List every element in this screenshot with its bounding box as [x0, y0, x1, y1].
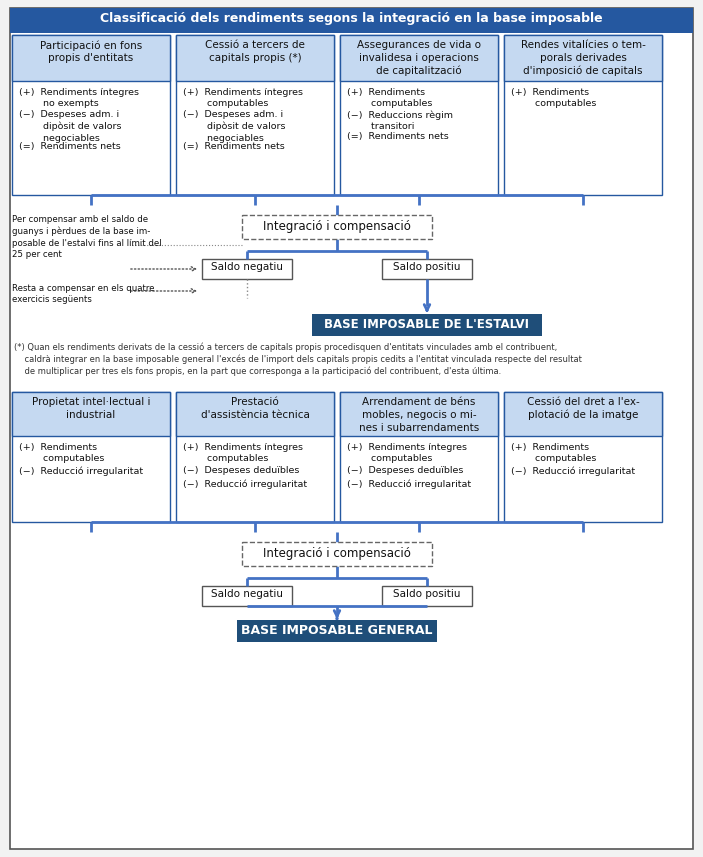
Text: Participació en fons
propis d'entitats: Participació en fons propis d'entitats: [40, 40, 142, 63]
Bar: [176, 35, 334, 81]
Text: (−)  Reduccions règim
        transitori: (−) Reduccions règim transitori: [347, 110, 453, 131]
Bar: [340, 35, 498, 195]
Text: (−)  Despeses deduïbles: (−) Despeses deduïbles: [183, 466, 299, 475]
Text: (+)  Rendiments íntegres
        computables: (+) Rendiments íntegres computables: [183, 443, 303, 464]
Text: (*) Quan els rendiments derivats de la cessió a tercers de capitals propis proce: (*) Quan els rendiments derivats de la c…: [14, 342, 582, 375]
Text: Saldo positiu: Saldo positiu: [393, 262, 460, 272]
Text: Cessió a tercers de
capitals propis (*): Cessió a tercers de capitals propis (*): [205, 40, 305, 63]
Bar: [504, 35, 662, 195]
Text: Integració i compensació: Integració i compensació: [263, 220, 411, 233]
Text: Integració i compensació: Integració i compensació: [263, 547, 411, 560]
Bar: [10, 8, 693, 33]
Text: (+)  Rendiments
        computables: (+) Rendiments computables: [511, 443, 596, 464]
Text: (+)  Rendiments íntegres
        computables: (+) Rendiments íntegres computables: [183, 88, 303, 109]
Text: BASE IMPOSABLE GENERAL: BASE IMPOSABLE GENERAL: [241, 624, 433, 637]
Text: Per compensar amb el saldo de
guanys i pèrdues de la base im-
posable de l'estal: Per compensar amb el saldo de guanys i p…: [12, 215, 162, 259]
Bar: [382, 259, 472, 279]
Bar: [12, 392, 170, 436]
Text: (−)  Reducció irregularitat: (−) Reducció irregularitat: [347, 479, 471, 488]
Bar: [12, 392, 170, 522]
Text: (=)  Rendiments nets: (=) Rendiments nets: [183, 142, 285, 151]
Bar: [340, 35, 498, 81]
Bar: [504, 35, 662, 81]
Text: (−)  Reducció irregularitat: (−) Reducció irregularitat: [183, 479, 307, 488]
Bar: [176, 392, 334, 522]
Bar: [242, 215, 432, 239]
Text: Arrendament de béns
mobles, negocis o mi-
nes i subarrendaments: Arrendament de béns mobles, negocis o mi…: [359, 397, 479, 433]
Text: (+)  Rendiments
        computables: (+) Rendiments computables: [347, 88, 432, 109]
Bar: [504, 392, 662, 522]
Bar: [340, 392, 498, 436]
Text: Cessió del dret a l'ex-
plotació de la imatge: Cessió del dret a l'ex- plotació de la i…: [527, 397, 639, 421]
Text: (+)  Rendiments
        computables: (+) Rendiments computables: [511, 88, 596, 109]
Text: Saldo negatiu: Saldo negatiu: [211, 589, 283, 599]
Text: (=)  Rendiments nets: (=) Rendiments nets: [19, 142, 121, 151]
Text: Resta a compensar en els quatre
exercicis següents: Resta a compensar en els quatre exercici…: [12, 284, 155, 304]
Text: (+)  Rendiments íntegres
        no exempts: (+) Rendiments íntegres no exempts: [19, 88, 139, 109]
Text: Propietat intel·lectual i
industrial: Propietat intel·lectual i industrial: [32, 397, 150, 420]
Text: Saldo negatiu: Saldo negatiu: [211, 262, 283, 272]
Bar: [312, 314, 542, 336]
Text: (−)  Reducció irregularitat: (−) Reducció irregularitat: [511, 466, 635, 476]
Bar: [382, 586, 472, 606]
Bar: [504, 392, 662, 436]
Bar: [12, 35, 170, 195]
Text: Prestació
d'assistència tècnica: Prestació d'assistència tècnica: [200, 397, 309, 420]
Bar: [176, 35, 334, 195]
Bar: [242, 542, 432, 566]
Text: (+)  Rendiments íntegres
        computables: (+) Rendiments íntegres computables: [347, 443, 467, 464]
Text: (−)  Reducció irregularitat: (−) Reducció irregularitat: [19, 466, 143, 476]
Text: (−)  Despeses adm. i
        dipòsit de valors
        negociables: (−) Despeses adm. i dipòsit de valors ne…: [183, 110, 285, 142]
Text: (−)  Despeses deduïbles: (−) Despeses deduïbles: [347, 466, 463, 475]
Text: (=)  Rendiments nets: (=) Rendiments nets: [347, 132, 449, 141]
Text: Assegurances de vida o
invalidesa i operacions
de capitalització: Assegurances de vida o invalidesa i oper…: [357, 40, 481, 76]
Text: BASE IMPOSABLE DE L'ESTALVI: BASE IMPOSABLE DE L'ESTALVI: [325, 318, 529, 331]
Text: (−)  Despeses adm. i
        dipòsit de valors
        negociables: (−) Despeses adm. i dipòsit de valors ne…: [19, 110, 122, 142]
Text: Rendes vitalícies o tem-
porals derivades
d'imposició de capitals: Rendes vitalícies o tem- porals derivade…: [520, 40, 645, 76]
Bar: [202, 586, 292, 606]
Bar: [340, 392, 498, 522]
Bar: [202, 259, 292, 279]
Text: (+)  Rendiments
        computables: (+) Rendiments computables: [19, 443, 104, 464]
Bar: [12, 35, 170, 81]
Bar: [176, 392, 334, 436]
Text: Saldo positiu: Saldo positiu: [393, 589, 460, 599]
Text: Classificació dels rendiments segons la integració en la base imposable: Classificació dels rendiments segons la …: [101, 12, 602, 25]
Bar: [237, 620, 437, 642]
